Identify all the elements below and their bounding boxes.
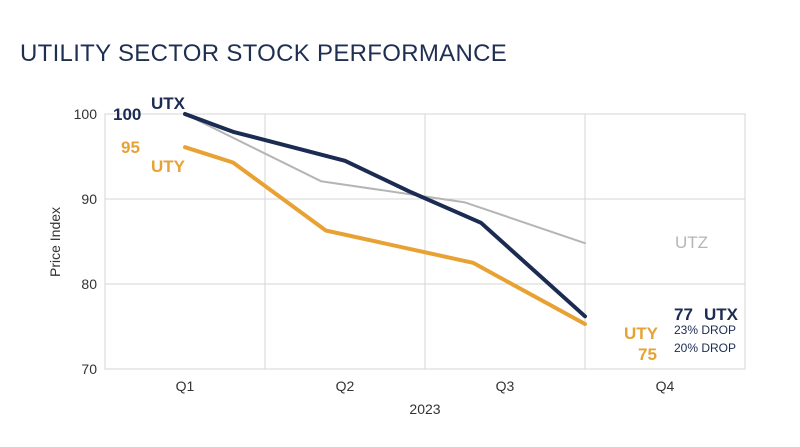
utx-drop-label: 23% DROP (674, 323, 736, 337)
y-tick-label: 70 (81, 361, 97, 377)
series-line-utx (183, 112, 587, 319)
uty-start-name: UTY (151, 157, 186, 176)
x-tick-label: Q4 (656, 378, 675, 394)
uty-start-value: 95 (121, 138, 140, 157)
utx-end-name: UTX (704, 305, 739, 324)
series-line-utz (184, 113, 586, 245)
y-tick-label: 100 (74, 106, 98, 122)
utx-end-value: 77 (674, 305, 693, 324)
x-tick-label: Q1 (176, 378, 195, 394)
x-axis-label: 2023 (409, 401, 440, 417)
y-axis-label: Price Index (47, 207, 63, 277)
series-lines (183, 112, 587, 326)
x-tick-label: Q2 (336, 378, 355, 394)
uty-drop-label: 20% DROP (674, 341, 736, 355)
y-tick-label: 80 (81, 276, 97, 292)
x-tick-label: Q3 (496, 378, 515, 394)
series-line-uty (183, 145, 587, 326)
y-tick-label: 90 (81, 191, 97, 207)
utx-start-value: 100 (113, 105, 141, 124)
uty-end-value: 75 (638, 345, 657, 364)
utx-start-name: UTX (151, 94, 186, 113)
chart-title: UTILITY SECTOR STOCK PERFORMANCE (20, 40, 508, 67)
utz-end-name: UTZ (675, 233, 708, 252)
gridlines (104, 113, 746, 370)
uty-end-name: UTY (624, 324, 659, 343)
tick-labels: 70 80 90 100 Q1 Q2 Q3 Q4 (74, 106, 675, 394)
